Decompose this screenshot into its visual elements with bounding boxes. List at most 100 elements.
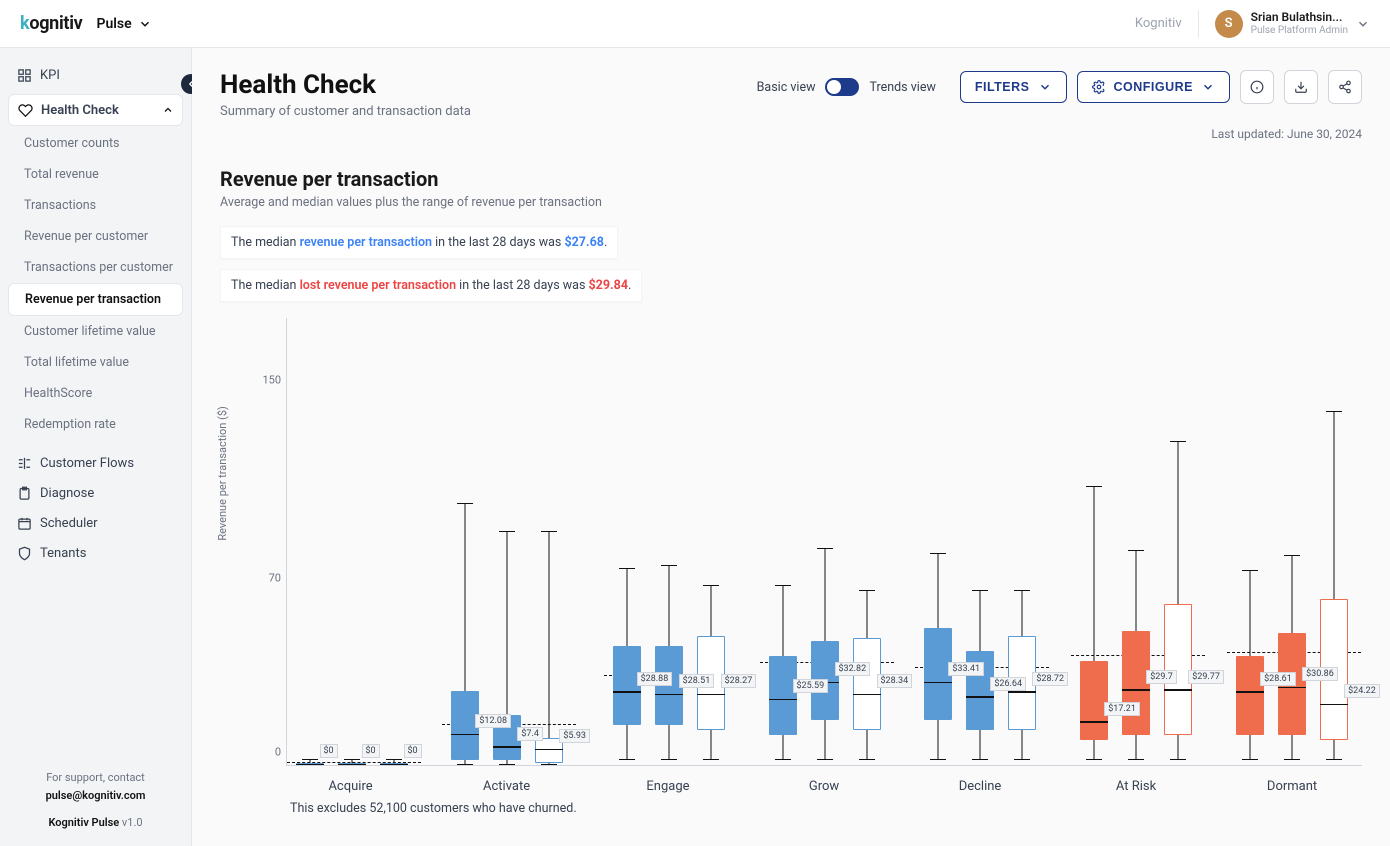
app-name: Pulse [97, 16, 132, 32]
chevron-down-icon [1356, 17, 1370, 31]
sidebar-subitem[interactable]: Customer lifetime value [8, 316, 183, 347]
last-updated: Last updated: June 30, 2024 [220, 127, 1362, 141]
boxplot-series: $28.61 [1232, 318, 1268, 765]
sidebar-subitem[interactable]: Total revenue [8, 159, 183, 190]
app-switcher[interactable]: Pulse [97, 16, 152, 32]
view-toggle: Basic view Trends view [757, 78, 936, 96]
sidebar-subitem[interactable]: Transactions per customer [8, 252, 183, 283]
page-title: Health Check [220, 70, 471, 100]
avatar: S [1215, 10, 1243, 38]
plot-area: 070150$0$0$0$12.08$7.4$5.93$28.88$28.51$… [286, 318, 1362, 766]
boxplot-chart: Revenue per transaction ($) 070150$0$0$0… [220, 318, 1362, 824]
median-label: $12.08 [475, 714, 511, 728]
boxplot-series: $17.21 [1076, 318, 1112, 765]
support-email[interactable]: pulse@kognitiv.com [8, 787, 183, 805]
configure-button[interactable]: CONFIGURE [1077, 71, 1231, 103]
boxplot-series: $28.34 [849, 318, 885, 765]
sidebar-item-tenants[interactable]: Tenants [8, 538, 183, 568]
sidebar-subitem[interactable]: Transactions [8, 190, 183, 221]
user-menu[interactable]: S Srian Bulathsin... Pulse Platform Admi… [1198, 10, 1370, 38]
share-button[interactable] [1328, 70, 1362, 104]
median-label: $28.27 [721, 674, 757, 688]
median-label: $0 [404, 744, 422, 758]
boxplot-series: $12.08 [447, 318, 483, 765]
boxplot-series: $0 [334, 318, 370, 765]
chevron-down-icon [1038, 80, 1052, 94]
boxplot-series: $0 [292, 318, 328, 765]
sidebar-item-health-check[interactable]: Health Check [8, 94, 183, 126]
section-title: Revenue per transaction [220, 167, 1362, 191]
boxplot-series: $0 [376, 318, 412, 765]
boxplot-group: $33.41$26.64$28.72 [915, 318, 1045, 765]
y-tick: 70 [247, 572, 281, 585]
boxplot-series: $32.82 [807, 318, 843, 765]
boxplot-series: $26.64 [962, 318, 998, 765]
sidebar-subitem[interactable]: Customer counts [8, 128, 183, 159]
share-icon [1338, 80, 1352, 94]
sidebar-footer: For support, contact pulse@kognitiv.com … [8, 769, 183, 838]
sidebar-subitem[interactable]: Total lifetime value [8, 347, 183, 378]
y-axis-label: Revenue per transaction ($) [216, 406, 229, 541]
x-category-label: At Risk [1116, 779, 1156, 794]
boxplot-group: $12.08$7.4$5.93 [442, 318, 572, 765]
median-revenue-badge: The median revenue per transaction in th… [220, 226, 618, 259]
boxplot-series: $5.93 [531, 318, 567, 765]
filters-button[interactable]: FILTERS [960, 71, 1067, 103]
boxplot-series: $29.7 [1118, 318, 1154, 765]
median-label: $29.7 [1146, 670, 1177, 684]
chevron-down-icon [138, 17, 152, 31]
chevron-down-icon [1201, 80, 1215, 94]
tenant-label[interactable]: Kognitiv [1135, 16, 1182, 31]
sidebar-subitem[interactable]: Revenue per customer [8, 221, 183, 252]
shield-icon [16, 545, 32, 561]
median-label: $0 [320, 744, 338, 758]
x-category-label: Engage [646, 779, 689, 794]
download-button[interactable] [1284, 70, 1318, 104]
gear-icon [1092, 80, 1106, 94]
x-category-label: Decline [959, 779, 1002, 794]
sidebar-item-scheduler[interactable]: Scheduler [8, 508, 183, 538]
section-subtitle: Average and median values plus the range… [220, 195, 1362, 210]
boxplot-group: $0$0$0 [287, 318, 417, 765]
median-label: $0 [362, 744, 380, 758]
trends-view-label: Trends view [869, 80, 935, 95]
info-button[interactable] [1240, 70, 1274, 104]
page-subtitle: Summary of customer and transaction data [220, 104, 471, 119]
y-tick: 0 [247, 746, 281, 759]
x-category-label: Acquire [328, 779, 372, 794]
sidebar-subitem[interactable]: Revenue per transaction [8, 283, 183, 316]
sidebar-subitem[interactable]: Redemption rate [8, 409, 183, 440]
sidebar-item-kpi[interactable]: KPI [8, 60, 183, 90]
sidebar-item-customer-flows[interactable]: Customer Flows [8, 448, 183, 478]
median-label: $33.41 [948, 662, 984, 676]
boxplot-series: $24.22 [1316, 318, 1352, 765]
x-category-label: Activate [483, 779, 530, 794]
boxplot-series: $25.59 [765, 318, 801, 765]
boxplot-series: $29.77 [1160, 318, 1196, 765]
boxplot-series: $28.51 [651, 318, 687, 765]
boxplot-group: $25.59$32.82$28.34 [760, 318, 890, 765]
view-switch[interactable] [825, 78, 859, 96]
health-check-sublist: Customer countsTotal revenueTransactions… [8, 128, 183, 440]
boxplot-series: $33.41 [920, 318, 956, 765]
median-label: $5.93 [559, 729, 590, 743]
user-name: Srian Bulathsin... [1251, 11, 1348, 24]
main-content: Health Check Summary of customer and tra… [192, 48, 1390, 846]
chevron-up-icon [162, 104, 174, 116]
flows-icon [16, 455, 32, 471]
sidebar-subitem[interactable]: HealthScore [8, 378, 183, 409]
boxplot-series: $28.72 [1004, 318, 1040, 765]
median-label: $28.34 [877, 674, 913, 688]
x-category-label: Grow [809, 779, 839, 794]
boxplot-group: $17.21$29.7$29.77 [1071, 318, 1201, 765]
x-category-label: Dormant [1267, 779, 1317, 794]
boxplot-series: $7.4 [489, 318, 525, 765]
y-tick: 150 [247, 373, 281, 386]
median-label: $32.82 [835, 662, 871, 676]
median-label: $17.21 [1104, 702, 1140, 716]
sidebar: KPI Health Check Customer countsTotal re… [0, 48, 192, 846]
median-label: $29.77 [1188, 670, 1224, 684]
dashboard-icon [16, 67, 32, 83]
sidebar-item-diagnose[interactable]: Diagnose [8, 478, 183, 508]
basic-view-label: Basic view [757, 80, 816, 95]
